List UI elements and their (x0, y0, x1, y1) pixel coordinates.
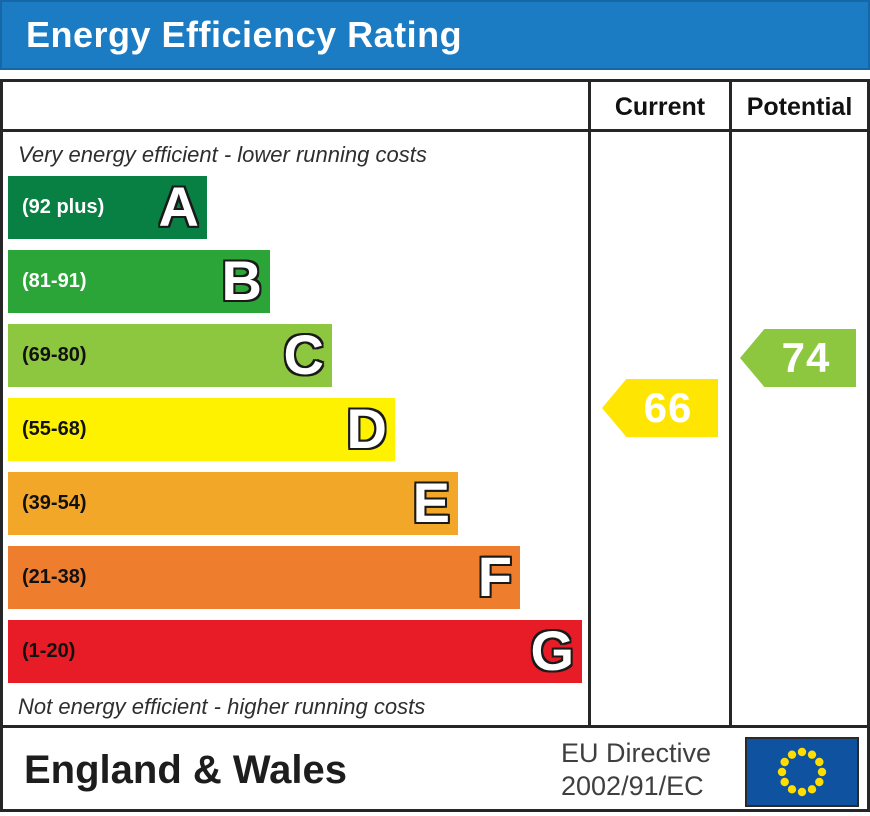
eu-directive-line2: 2002/91/EC (561, 771, 704, 801)
potential-rating-arrow: 74 (740, 329, 856, 387)
band-range-label: (81-91) (22, 270, 87, 292)
band-range-label: (55-68) (22, 418, 87, 440)
title-bar: Energy Efficiency Rating (0, 0, 870, 70)
band-range-label: (69-80) (22, 344, 87, 366)
rating-table: Current Potential Very energy efficient … (0, 79, 870, 812)
column-divider-potential (729, 82, 732, 725)
region-label: England & Wales (24, 747, 348, 792)
footer-row: England & Wales EU Directive 2002/91/EC (3, 725, 867, 809)
band-letter: D (346, 397, 387, 460)
rating-band: (39-54) E (8, 472, 458, 535)
eu-directive-line1: EU Directive (561, 738, 712, 768)
rating-band: (1-20) G (8, 620, 582, 683)
band-range-label: (39-54) (22, 492, 87, 514)
rating-band: (81-91) B (8, 250, 270, 313)
column-header-potential: Potential (746, 92, 853, 121)
band-range-label: (1-20) (22, 640, 76, 662)
potential-rating-value: 74 (781, 334, 831, 381)
eu-directive-label: EU Directive 2002/91/EC (561, 737, 711, 803)
eu-flag-icon (745, 737, 859, 807)
top-note: Very energy efficient - lower running co… (18, 142, 427, 167)
current-rating-value: 66 (643, 384, 693, 431)
band-letter: B (221, 249, 262, 312)
band-range-label: (21-38) (22, 566, 87, 588)
rating-band: (92 plus) A (8, 176, 207, 239)
bottom-note: Not energy efficient - higher running co… (18, 694, 426, 719)
band-letter: E (412, 471, 450, 534)
current-rating-arrow: 66 (602, 379, 718, 437)
band-letter: F (477, 545, 512, 608)
rating-band: (21-38) F (8, 546, 520, 609)
column-header-current: Current (614, 92, 706, 121)
band-range-label: (92 plus) (22, 196, 105, 218)
header-row: Current Potential (3, 82, 867, 132)
band-letter: A (158, 175, 199, 238)
band-letter: C (283, 323, 324, 386)
page-title: Energy Efficiency Rating (26, 14, 463, 55)
rating-band: (55-68) D (8, 398, 395, 461)
column-divider-current (588, 82, 591, 725)
rating-band: (69-80) C (8, 324, 332, 387)
band-letter: G (530, 619, 574, 682)
